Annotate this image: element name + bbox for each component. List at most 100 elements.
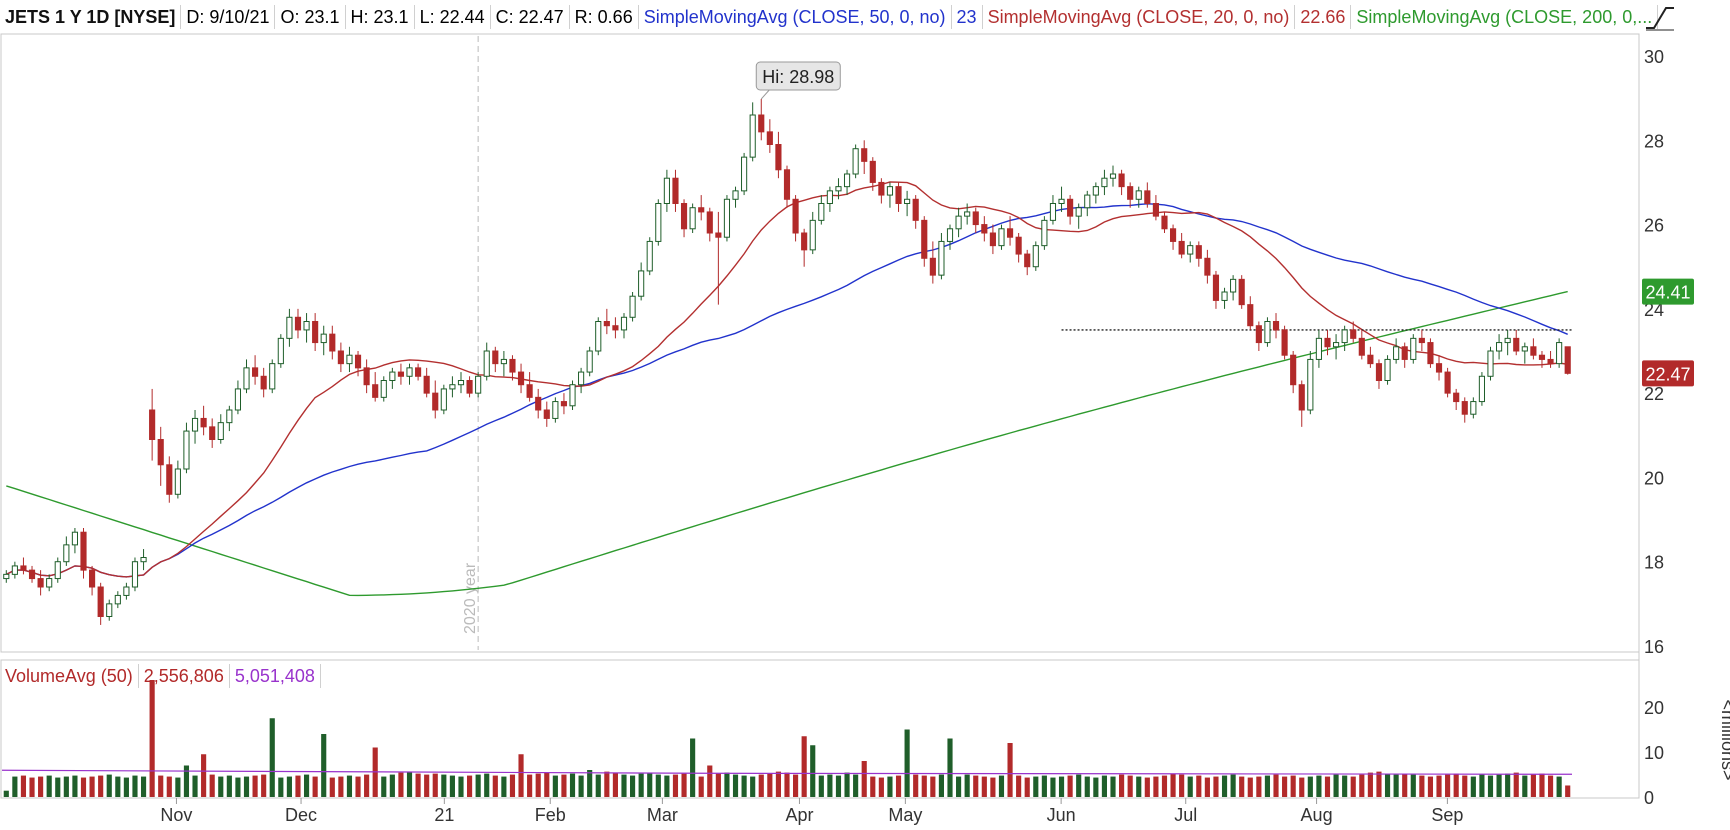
- volume-bar[interactable]: [132, 775, 138, 797]
- volume-bar[interactable]: [346, 775, 353, 797]
- volume-bar[interactable]: [638, 773, 644, 797]
- candle[interactable]: [354, 351, 362, 377]
- candle[interactable]: [1401, 342, 1408, 368]
- candle[interactable]: [174, 460, 181, 499]
- candle[interactable]: [1521, 342, 1528, 364]
- candle[interactable]: [998, 224, 1005, 250]
- volume-bar[interactable]: [1273, 774, 1279, 797]
- candle[interactable]: [809, 211, 816, 255]
- candle[interactable]: [1496, 334, 1503, 360]
- volume-bar[interactable]: [698, 776, 704, 797]
- candle[interactable]: [1538, 351, 1546, 368]
- candle[interactable]: [526, 372, 533, 402]
- volume-bar[interactable]: [449, 775, 455, 797]
- volume-bar[interactable]: [1307, 776, 1313, 797]
- volume-bar[interactable]: [681, 773, 687, 797]
- candle[interactable]: [397, 363, 405, 385]
- candle[interactable]: [1084, 190, 1091, 217]
- volume-bar[interactable]: [1016, 775, 1022, 797]
- candle[interactable]: [1169, 224, 1177, 250]
- candle[interactable]: [1427, 338, 1434, 368]
- volume-bar[interactable]: [1256, 776, 1262, 797]
- volume-bar[interactable]: [612, 772, 618, 797]
- volume-bar[interactable]: [998, 775, 1005, 797]
- volume-bar[interactable]: [55, 777, 61, 797]
- candle[interactable]: [1067, 195, 1074, 225]
- candle[interactable]: [715, 211, 722, 305]
- candle[interactable]: [698, 195, 705, 221]
- candle[interactable]: [1187, 241, 1194, 263]
- volume-bar[interactable]: [1127, 775, 1133, 797]
- candle[interactable]: [234, 380, 242, 415]
- volume-bar[interactable]: [1041, 775, 1047, 797]
- volume-bar[interactable]: [261, 774, 267, 797]
- candle[interactable]: [140, 549, 147, 571]
- candle[interactable]: [1410, 334, 1417, 364]
- candle[interactable]: [372, 372, 379, 402]
- volume-bar[interactable]: [1221, 775, 1228, 797]
- volume-bar[interactable]: [527, 774, 533, 797]
- volume-bar[interactable]: [1359, 774, 1365, 797]
- candle[interactable]: [209, 418, 216, 448]
- volume-bar[interactable]: [621, 774, 627, 797]
- volume-bar[interactable]: [1470, 776, 1476, 797]
- volume-bar[interactable]: [1539, 773, 1545, 797]
- candle[interactable]: [1247, 296, 1254, 330]
- candle[interactable]: [801, 228, 808, 267]
- candle[interactable]: [346, 346, 353, 373]
- volume-bar[interactable]: [509, 774, 516, 797]
- candle[interactable]: [1461, 397, 1468, 423]
- candle[interactable]: [852, 144, 859, 179]
- candle[interactable]: [1478, 372, 1485, 406]
- volume-bar[interactable]: [544, 772, 550, 797]
- candle[interactable]: [1513, 329, 1520, 356]
- candle[interactable]: [1272, 313, 1280, 339]
- candle[interactable]: [380, 376, 387, 402]
- volume-bar[interactable]: [1230, 774, 1236, 797]
- candle[interactable]: [672, 169, 679, 212]
- volume-bar[interactable]: [1342, 775, 1348, 797]
- volume-bar[interactable]: [123, 777, 129, 797]
- candle[interactable]: [946, 224, 954, 250]
- volume-bar[interactable]: [1513, 772, 1519, 797]
- candle[interactable]: [912, 195, 919, 229]
- candle[interactable]: [1444, 367, 1451, 398]
- volume-bar[interactable]: [1101, 775, 1108, 797]
- candle[interactable]: [200, 405, 207, 436]
- candle[interactable]: [749, 102, 756, 162]
- candle[interactable]: [114, 591, 121, 609]
- candle[interactable]: [964, 203, 971, 225]
- candle[interactable]: [517, 363, 525, 394]
- volume-bar[interactable]: [973, 775, 979, 797]
- candle[interactable]: [106, 599, 113, 621]
- volume-bar[interactable]: [930, 776, 936, 797]
- candle[interactable]: [1230, 275, 1237, 301]
- volume-bar[interactable]: [1505, 773, 1511, 797]
- volume-bar[interactable]: [981, 776, 987, 797]
- candle[interactable]: [1264, 317, 1271, 347]
- candle[interactable]: [1315, 329, 1322, 368]
- volume-bar[interactable]: [321, 734, 327, 797]
- candle[interactable]: [1015, 233, 1022, 263]
- volume-bar[interactable]: [415, 773, 421, 797]
- candle[interactable]: [535, 388, 542, 419]
- candle[interactable]: [1092, 182, 1099, 204]
- candle[interactable]: [1435, 355, 1443, 381]
- volume-bar[interactable]: [561, 774, 567, 797]
- volume-bar[interactable]: [1110, 776, 1116, 797]
- candle[interactable]: [1195, 241, 1202, 267]
- volume-bar[interactable]: [29, 777, 35, 797]
- candle[interactable]: [1367, 346, 1374, 368]
- candle[interactable]: [269, 359, 276, 394]
- candle[interactable]: [320, 325, 327, 356]
- volume-bar[interactable]: [741, 775, 747, 797]
- volume-bar[interactable]: [1565, 785, 1571, 797]
- candle[interactable]: [1384, 355, 1391, 385]
- candle[interactable]: [226, 405, 233, 432]
- candle[interactable]: [475, 372, 482, 398]
- candle[interactable]: [3, 570, 10, 583]
- candle[interactable]: [843, 169, 851, 196]
- candle[interactable]: [706, 207, 713, 242]
- candle[interactable]: [492, 346, 499, 373]
- candle[interactable]: [483, 342, 490, 381]
